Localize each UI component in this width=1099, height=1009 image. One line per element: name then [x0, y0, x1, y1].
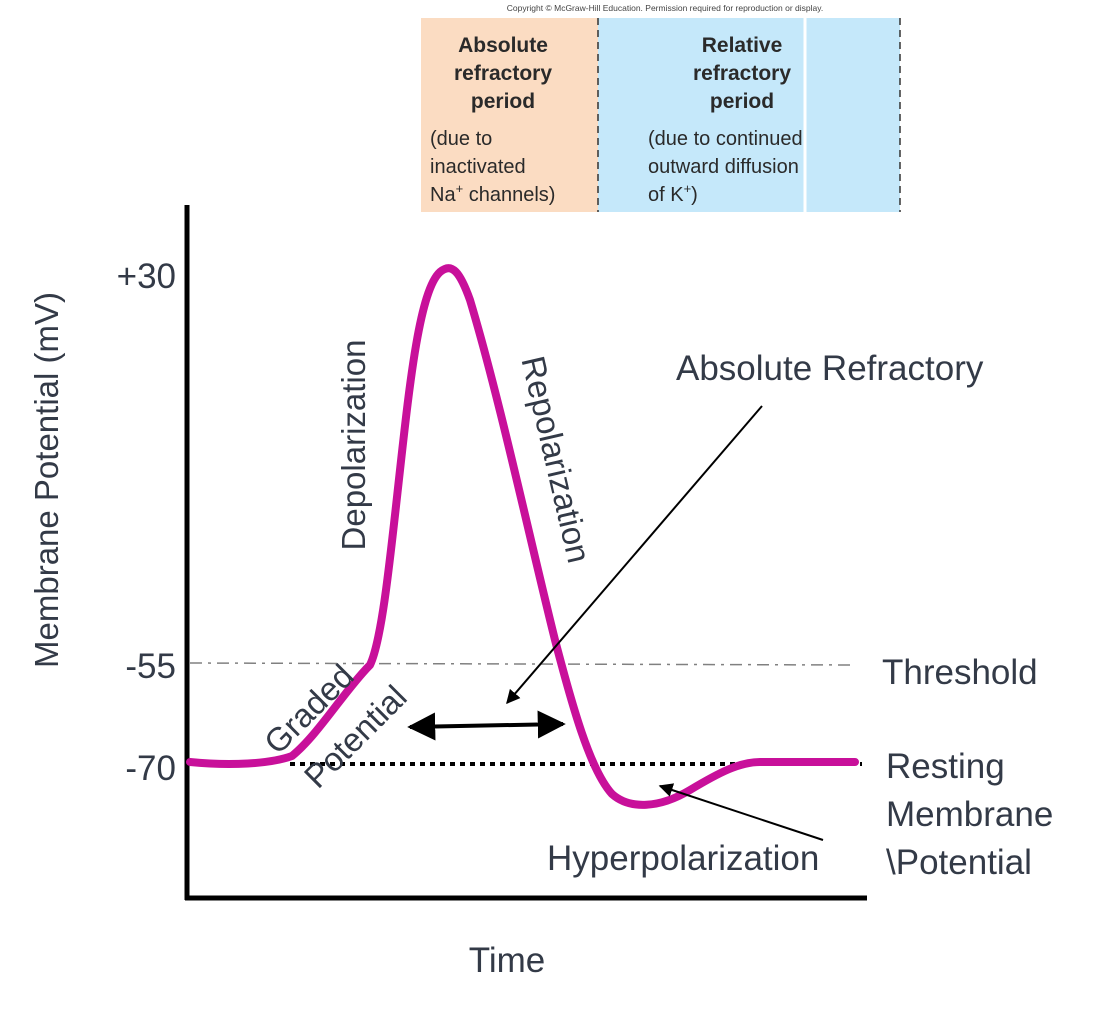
- threshold-line: [189, 662, 856, 666]
- x-axis-label: Time: [469, 941, 545, 980]
- y-tick-minus70: -70: [125, 749, 176, 788]
- relative-desc-line-2: outward diffusion: [648, 156, 799, 178]
- absolute-title-line-1: Absolute: [458, 34, 548, 57]
- absolute-title-line-2: refractory: [454, 62, 552, 85]
- threshold-label: Threshold: [882, 653, 1038, 692]
- resting-label-line-1: Resting: [886, 747, 1005, 786]
- relative-desc-line-3: of K+): [648, 181, 698, 206]
- absolute-refractory-pointer-arrow: [506, 405, 763, 705]
- y-tick-minus55: -55: [125, 647, 176, 686]
- refractory-span-arrow: [407, 710, 566, 741]
- depolarization-label: Depolarization: [335, 340, 372, 551]
- copyright-notice: Copyright © McGraw-Hill Education. Permi…: [507, 3, 823, 13]
- hyperpolarization-pointer-arrow: [658, 783, 824, 841]
- absolute-refractory-label: Absolute Refractory: [676, 349, 984, 388]
- relative-title-line-2: refractory: [693, 62, 791, 85]
- refractory-period-panel: Copyright © McGraw-Hill Education. Permi…: [421, 3, 901, 212]
- absolute-desc-line-2: inactivated: [430, 156, 526, 178]
- resting-label-line-3: \Potential: [886, 843, 1032, 882]
- y-axis-label: Membrane Potential (mV): [28, 292, 65, 668]
- absolute-title-line-3: period: [471, 90, 535, 113]
- relative-title-line-1: Relative: [702, 34, 783, 57]
- relative-title-line-3: period: [710, 90, 774, 113]
- absolute-desc-line-1: (due to: [430, 128, 492, 150]
- absolute-desc-line-3: Na+ channels): [430, 181, 555, 206]
- y-tick-plus30: +30: [117, 257, 176, 296]
- relative-refractory-box: [598, 18, 900, 212]
- action-potential-trace: [186, 264, 859, 809]
- resting-label-line-2: Membrane: [886, 795, 1053, 834]
- relative-desc-line-1: (due to continued: [648, 128, 803, 150]
- axes: Membrane Potential (mV) Time +30 -55 -70: [28, 205, 867, 980]
- hyperpolarization-label: Hyperpolarization: [547, 839, 819, 878]
- absolute-refractory-box: [421, 18, 598, 212]
